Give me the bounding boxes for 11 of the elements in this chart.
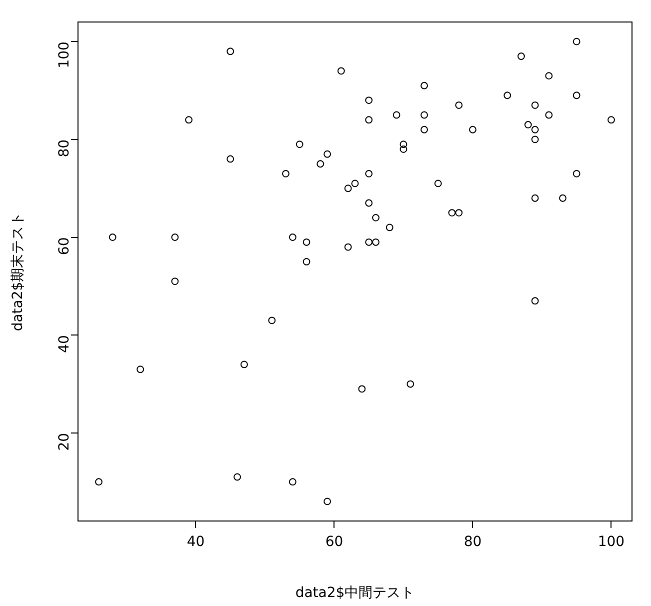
y-tick-label: 60 [56,237,73,256]
y-tick-label: 100 [56,42,73,68]
y-tick-label: 80 [56,139,73,158]
y-axis-title: data2$期末テスト [10,212,26,332]
x-tick-label: 40 [186,534,205,550]
x-axis-title: data2$中間テスト [295,585,415,602]
x-tick-label: 60 [325,534,344,550]
y-tick-label: 40 [56,335,73,353]
x-tick-label: 100 [598,534,625,550]
y-tick-label: 20 [56,432,73,451]
x-tick-label: 80 [464,534,482,550]
